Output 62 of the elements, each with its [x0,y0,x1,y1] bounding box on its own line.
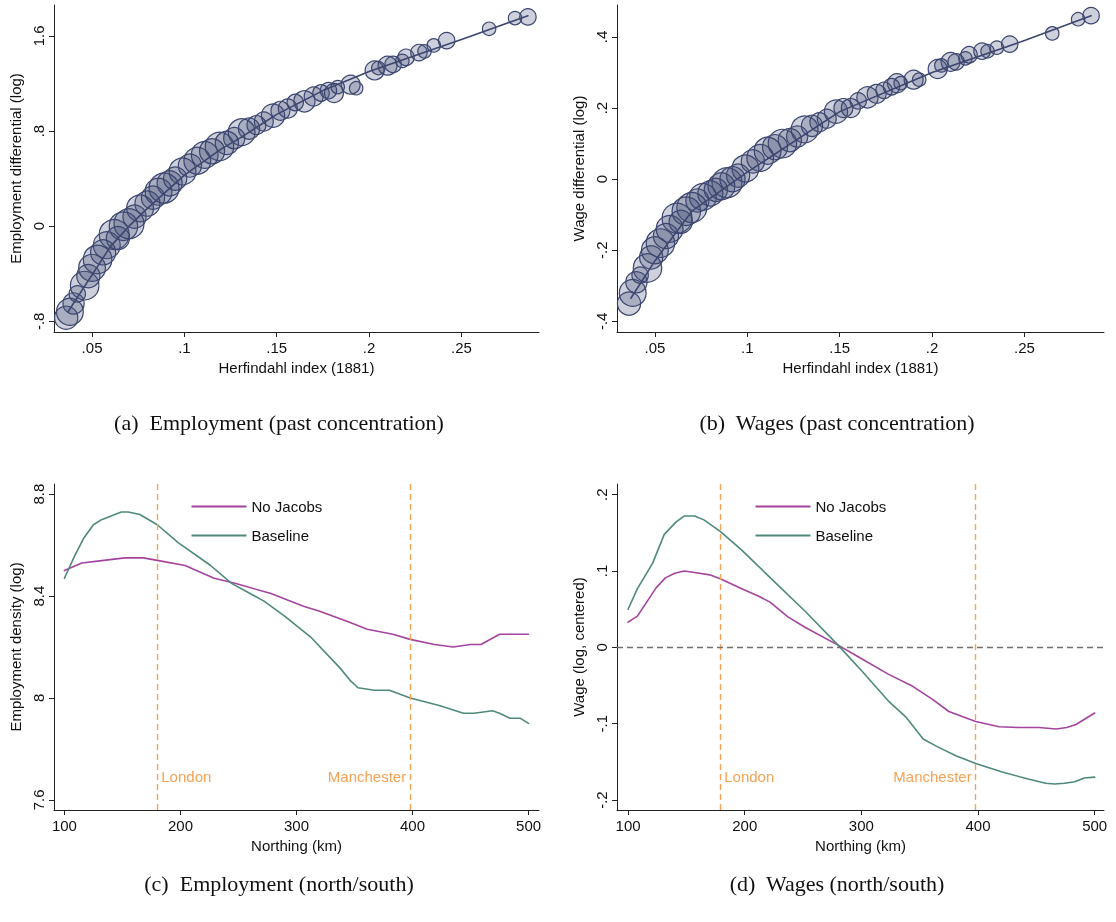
ref-line-label: London [161,768,212,785]
x-axis-title: Herfindahl index (1881) [218,358,375,376]
x-tick-label: .2 [925,339,939,356]
y-tick-label: 0 [593,643,610,652]
x-tick-label: .05 [81,339,103,356]
ref-line-label: London [724,768,775,785]
x-tick-label: 200 [167,817,193,834]
ref-line-label: Manchester [327,768,407,785]
text: (a) Employment (past concentration) [114,409,444,435]
x-tick-label: .25 [1014,339,1035,356]
y-tick-label: -.2 [593,791,610,809]
x-tick-label: .15 [829,339,851,356]
x-tick-label: 100 [51,817,77,834]
y-tick-label: 1.6 [30,25,47,47]
text: (d) Wages (north/south) [729,870,945,896]
text: (b) Wages (past concentration) [699,409,975,435]
y-tick-label: -.2 [593,241,610,260]
x-tick-label: .25 [451,339,472,356]
x-tick-label: 500 [1082,817,1108,834]
x-tick-label: .05 [644,339,666,356]
y-tick-label: .8 [30,124,47,138]
y-tick-label: .4 [593,30,610,44]
y-tick-label: .1 [593,564,610,578]
y-tick-label: .2 [593,101,610,115]
line-series [627,570,1096,730]
y-axis-title: Wage (log, centered) [570,577,588,717]
x-tick-label: .1 [741,339,754,356]
x-tick-label: 300 [848,817,874,834]
y-tick-label: 7.6 [30,789,47,811]
line-series [627,515,1096,785]
line-series [63,511,530,725]
x-tick-label: 400 [965,817,991,834]
x-tick-label: 200 [732,817,758,834]
legend-label: No Jacobs [251,498,323,515]
y-tick-label: .2 [593,488,610,501]
x-axis-title: Northing (km) [815,836,906,854]
y-axis-title: Wage differential (log) [570,95,588,242]
legend-label: Baseline [251,527,310,544]
y-axis-title: Employment differential (log) [7,73,25,264]
y-tick-label: 8.4 [30,585,47,607]
y-tick-label: 0 [593,174,610,184]
x-tick-label: 100 [615,817,641,834]
y-tick-label: -.8 [30,312,47,331]
x-axis-title: Herfindahl index (1881) [782,358,939,376]
y-axis-title: Employment density (log) [7,562,25,732]
text: (c) Employment (north/south) [144,870,414,896]
y-tick-label: 0 [30,222,47,231]
x-tick-label: 500 [516,817,542,834]
y-tick-label: 8 [30,693,47,703]
x-tick-label: .15 [266,339,288,356]
legend-label: Baseline [815,527,874,544]
legend-label: No Jacobs [815,498,887,515]
x-axis-title: Northing (km) [251,836,342,854]
ref-line-label: Manchester [893,768,972,785]
x-tick-label: 400 [400,817,426,834]
y-tick-label: 8.8 [30,483,47,505]
x-tick-label: .1 [178,339,191,356]
x-tick-label: 300 [283,817,310,834]
x-tick-label: .2 [362,339,376,356]
y-tick-label: -.4 [593,312,610,331]
y-tick-label: -.1 [593,714,610,733]
line-series [63,557,530,648]
